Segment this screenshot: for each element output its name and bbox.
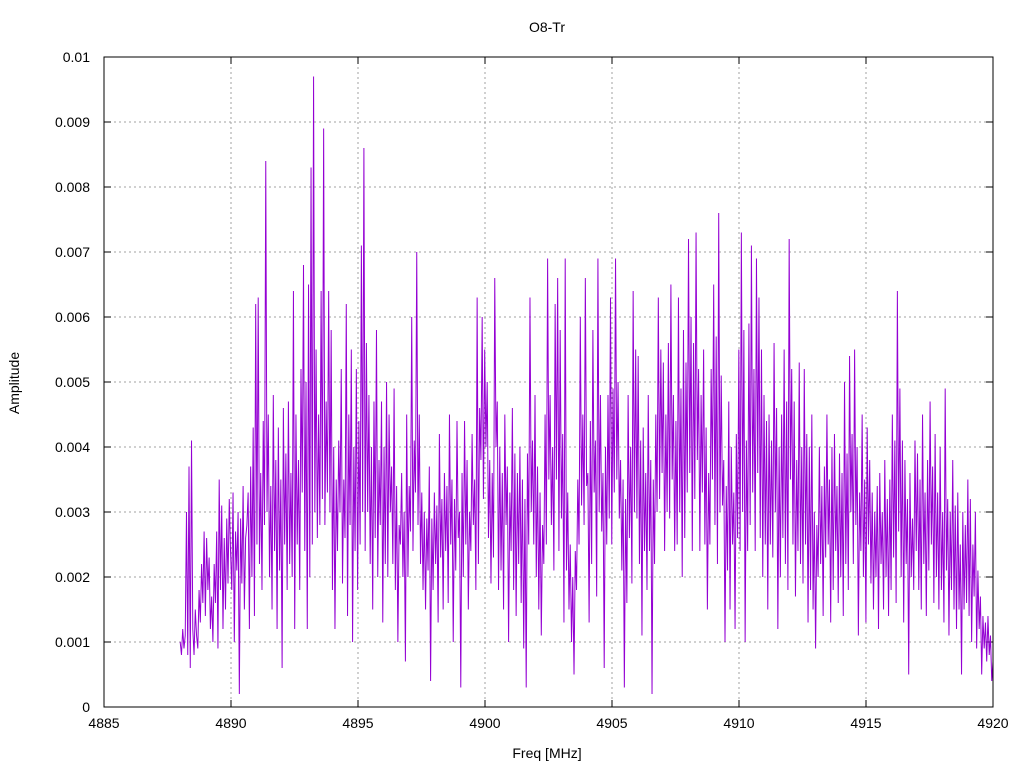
y-tick-label: 0.009 (55, 114, 90, 130)
y-tick-label: 0.001 (55, 634, 90, 650)
y-tick-label: 0 (82, 699, 90, 715)
x-tick-label: 4900 (469, 715, 500, 731)
x-tick-label: 4915 (850, 715, 881, 731)
y-tick-label: 0.01 (63, 49, 90, 65)
series-group (179, 76, 994, 695)
y-tick-label: 0.006 (55, 309, 90, 325)
x-tick-label: 4885 (88, 715, 119, 731)
y-tick-label: 0.007 (55, 244, 90, 260)
x-tick-label: 4905 (596, 715, 627, 731)
y-tick-label: 0.008 (55, 179, 90, 195)
y-tick-labels: 0 0.001 0.002 0.003 0.004 0.005 0.006 0.007 0.00… (55, 49, 90, 715)
y-tick-label: 0.005 (55, 374, 90, 390)
x-axis-label: Freq [MHz] (512, 745, 581, 761)
y-axis-label: Amplitude (6, 352, 22, 414)
x-tick-label: 4890 (215, 715, 246, 731)
x-tick-label: 4910 (723, 715, 754, 731)
chart-title: O8-Tr (529, 19, 565, 35)
plot-frame (103, 56, 994, 708)
y-tick-label: 0.004 (55, 439, 90, 455)
y-tick-label: 0.002 (55, 569, 90, 585)
y-tick-label: 0.003 (55, 504, 90, 520)
x-tick-label: 4895 (342, 715, 373, 731)
x-tick-labels: 4885 4890 4895 4900 4905 4910 4915 4920 (88, 715, 1008, 731)
series-line (179, 76, 994, 695)
x-tick-label: 4920 (977, 715, 1008, 731)
